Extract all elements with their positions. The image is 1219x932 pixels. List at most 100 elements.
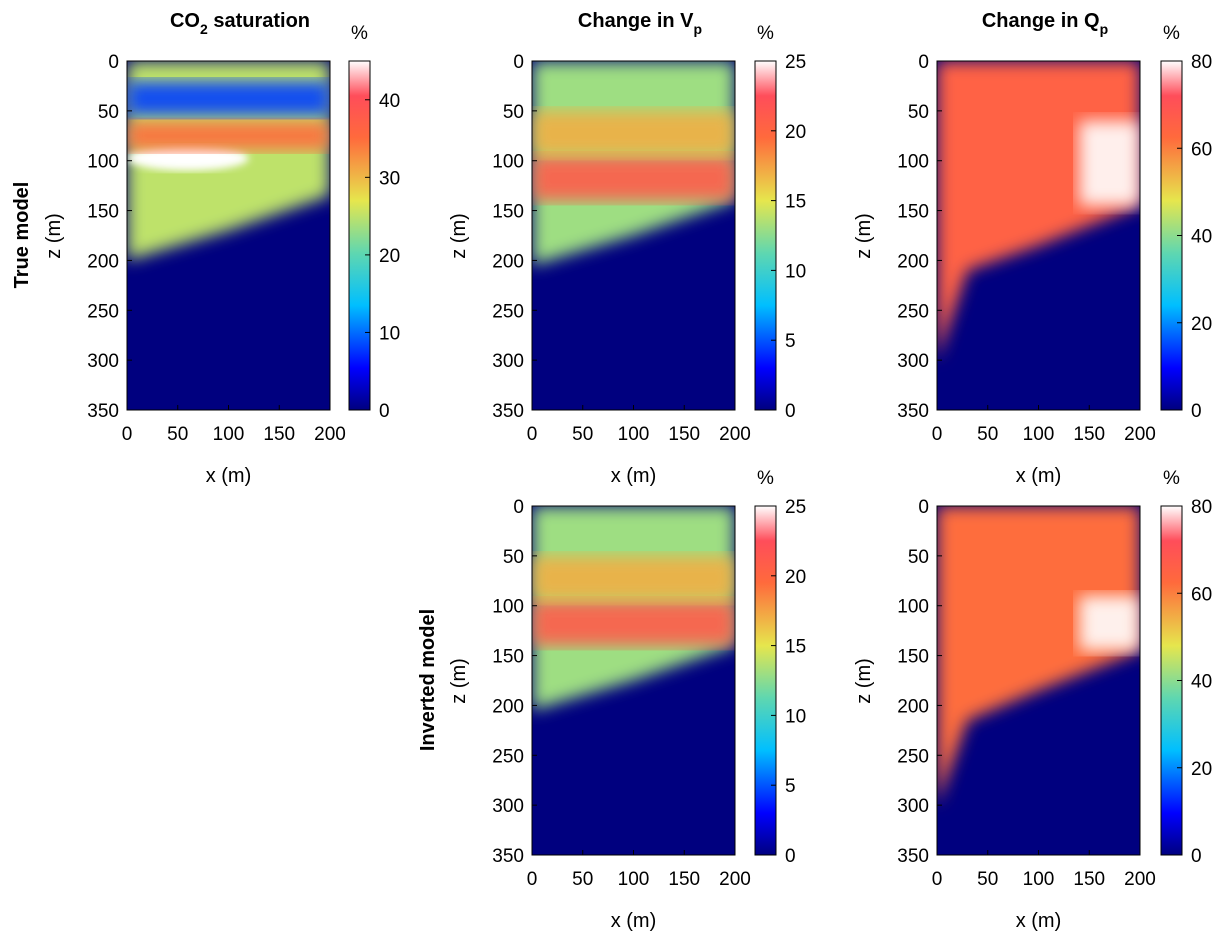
x-tick-label: 0 [122,424,133,445]
region-upper-band [532,555,735,601]
colorbar-unit: % [351,23,368,44]
x-tick-label: 200 [1124,424,1156,445]
y-axis-label: z (m) [448,213,470,259]
y-tick-label: 350 [492,401,524,422]
heatmap-true-vp [532,61,735,410]
x-tick-label: 0 [527,424,538,445]
panel-title: CO2 saturation [170,10,310,37]
x-tick-label: 50 [167,424,188,445]
colorbar-tick-label: 40 [1191,672,1212,693]
x-tick-label: 0 [932,869,943,890]
region-upper-band [532,110,735,156]
title-main: Change in Q [982,10,1100,32]
colorbar-tick-label: 20 [1191,759,1212,780]
colorbar-tick-label: 20 [785,567,806,588]
x-axis-label: x (m) [206,465,252,487]
y-tick-label: 250 [492,301,524,322]
colorbar-tick-label: 80 [1191,52,1212,73]
y-tick-label: 250 [897,746,929,767]
y-tick-label: 50 [908,102,929,123]
x-tick-label: 150 [668,424,700,445]
colorbar-tick-label: 20 [785,122,806,143]
x-tick-label: 0 [932,424,943,445]
colorbar-unit: % [1163,23,1180,44]
region-high-Vp-change-band [532,600,735,646]
colorbar-tick-label: 0 [1191,401,1202,422]
colorbar-tick-label: 0 [379,401,390,422]
x-tick-label: 100 [1023,869,1055,890]
colorbar-tick-label: 15 [785,192,806,213]
y-tick-label: 100 [492,152,524,173]
row-label-true: True model [11,182,33,289]
colorbar-tick-label: 0 [1191,846,1202,867]
y-tick-label: 300 [492,796,524,817]
colorbar-tick-label: 80 [1191,497,1212,518]
y-axis-label: z (m) [853,213,875,259]
colorbar-tick-label: 0 [785,846,796,867]
x-tick-label: 50 [572,424,593,445]
x-tick-label: 150 [263,424,295,445]
y-tick-label: 250 [492,746,524,767]
y-tick-label: 200 [492,696,524,717]
x-axis-label: x (m) [611,465,657,487]
panel-title: Change in Qp [982,10,1108,37]
y-tick-label: 350 [897,401,929,422]
y-tick-label: 300 [492,351,524,372]
y-tick-label: 150 [492,202,524,223]
y-tick-label: 350 [492,846,524,867]
x-tick-label: 200 [1124,869,1156,890]
row-label-inverted: Inverted model [417,609,439,751]
colorbar-tick-label: 25 [785,497,806,518]
y-tick-label: 100 [897,152,929,173]
title-subscript: p [1100,21,1109,37]
colorbar-tick-label: 5 [785,331,796,352]
y-tick-label: 0 [918,52,929,73]
colorbar-tick-label: 60 [1191,139,1212,160]
colorbar-tick-label: 20 [379,246,400,267]
colorbar-tick-label: 10 [785,261,806,282]
heatmap-inv-qp [937,506,1140,855]
y-tick-label: 200 [492,251,524,272]
plume-body [937,506,1140,806]
y-tick-label: 350 [87,401,119,422]
region-upper-band [127,120,330,151]
x-tick-label: 50 [977,869,998,890]
x-axis-label: x (m) [1016,465,1062,487]
y-tick-label: 0 [918,497,929,518]
title-main: CO [170,10,200,32]
x-tick-label: 0 [527,869,538,890]
y-tick-label: 300 [897,351,929,372]
x-axis-label: x (m) [611,910,657,932]
x-tick-label: 100 [1023,424,1055,445]
x-tick-label: 100 [618,424,650,445]
x-tick-label: 150 [1073,869,1105,890]
y-tick-label: 50 [503,102,524,123]
colorbar-tick-label: 0 [785,401,796,422]
y-tick-label: 300 [87,351,119,372]
panel-title: Change in Vp [578,10,702,37]
x-tick-label: 50 [572,869,593,890]
x-tick-label: 50 [977,424,998,445]
y-axis-label: z (m) [43,213,65,259]
y-tick-label: 300 [897,796,929,817]
heatmap-inv-vp [532,506,735,855]
colorbar-unit: % [1163,468,1180,489]
region-high-Vp-change-band [532,155,735,201]
colorbar-tick-label: 40 [379,91,400,112]
x-tick-label: 200 [719,869,751,890]
heatmap-true-co2 [127,61,330,410]
title-rest: saturation [208,10,310,32]
colorbar-tick-label: 25 [785,52,806,73]
title-subscript: p [694,21,703,37]
colorbar-tick-label: 60 [1191,584,1212,605]
colorbar-tick-label: 5 [785,776,796,797]
x-tick-label: 150 [1073,424,1105,445]
region-low-zone-near-top [127,80,330,116]
y-tick-label: 150 [897,202,929,223]
